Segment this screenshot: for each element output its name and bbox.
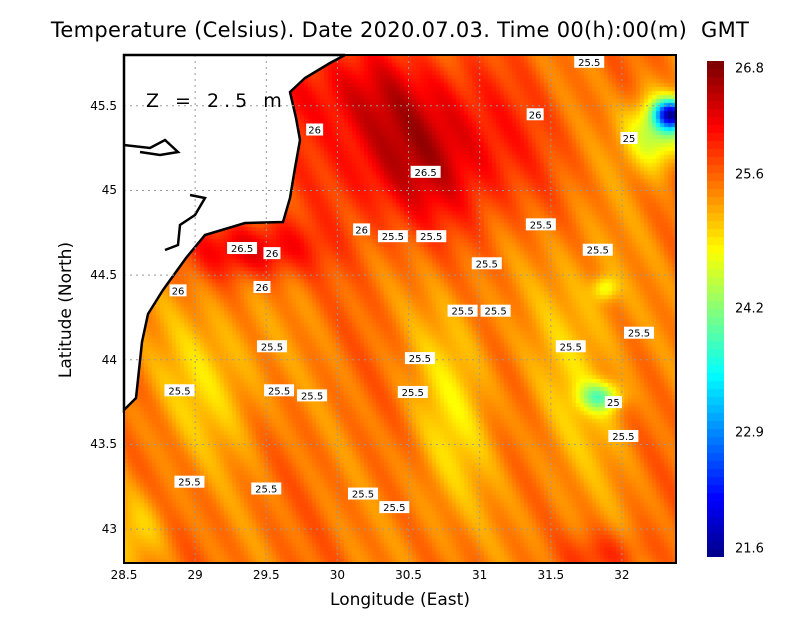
contour-label: 25.5 <box>451 307 473 318</box>
contour-label-box <box>555 340 586 353</box>
contour-label-box <box>256 340 287 353</box>
contour-label: 25.5 <box>587 246 609 257</box>
contour-label-box <box>253 280 271 293</box>
x-axis-label: Longitude (East) <box>330 590 470 610</box>
contour-label-box <box>410 165 441 178</box>
contour-label-box <box>526 108 544 121</box>
colorbar-tick-label: 24.2 <box>735 301 764 317</box>
contour-label-box <box>480 304 511 317</box>
contour-label: 25.5 <box>261 342 283 353</box>
x-tick-label: 30 <box>329 568 346 582</box>
contour-label: 25.5 <box>383 503 405 514</box>
depth-annotation: Z = 2.5 m <box>146 90 287 112</box>
contour-label-box <box>624 326 655 339</box>
contour-label-box <box>264 384 295 397</box>
contour-label: 25.5 <box>420 232 442 243</box>
contour-label: 25.5 <box>382 232 404 243</box>
contour-label-box <box>263 247 281 260</box>
contour-label: 25.5 <box>530 220 552 231</box>
contour-label: 25 <box>623 134 636 145</box>
contour-label-box <box>471 257 502 270</box>
contour-label-box <box>416 230 447 243</box>
plot-frame <box>123 54 677 564</box>
contour-label-box <box>608 430 639 442</box>
contour-label: 25.5 <box>352 490 374 501</box>
land-mass <box>122 53 346 414</box>
contour-label-box <box>582 243 613 256</box>
contour-label-box <box>397 385 428 398</box>
contour-label: 25 <box>607 398 620 409</box>
contour-label-box <box>348 487 379 500</box>
contour-label: 26.5 <box>231 244 253 255</box>
contour-label: 25.5 <box>409 354 431 365</box>
contour-label: 25.5 <box>268 386 290 397</box>
contour-label: 26 <box>529 110 542 121</box>
contour-label-box <box>574 55 605 68</box>
contour-label: 25.5 <box>255 484 277 495</box>
contour-label-box <box>620 131 638 144</box>
x-tick-label: 31 <box>472 568 488 582</box>
colorbar-tick-label: 22.9 <box>735 425 764 441</box>
x-tick-label: 28.5 <box>110 568 138 582</box>
contour-label-box <box>604 396 622 409</box>
contour-label: 26 <box>172 286 185 297</box>
x-tick-label: 31.5 <box>537 568 565 582</box>
colorbar-tick-label: 25.6 <box>735 167 764 183</box>
contour-label-box <box>174 475 205 488</box>
contour-labels: 25.5 26 25 26 26.5 26 25.5 25.5 25.5 26.5 26 25.5 25… <box>164 55 655 514</box>
contour-label-box <box>353 223 371 236</box>
x-tick-label: 29.5 <box>252 568 280 582</box>
chart-title: Temperature (Celsius). Date 2020.07.03. … <box>50 18 750 42</box>
contour-label: 25.5 <box>484 307 506 318</box>
contour-label-box <box>404 352 435 365</box>
contour-label: 25.5 <box>560 342 582 353</box>
contour-label-box <box>379 501 410 514</box>
y-tick-label: 43.5 <box>90 437 117 452</box>
contour-label: 25.5 <box>402 388 424 399</box>
x-tick-label: 29 <box>187 568 203 582</box>
contour-label-box <box>306 123 324 136</box>
contour-label-box <box>227 242 258 255</box>
contour-label-box <box>251 482 282 495</box>
coastline-detail <box>123 138 207 252</box>
y-tick-label: 44 <box>101 352 117 367</box>
x-tick-label: 30.5 <box>395 568 422 582</box>
contour-label: 25.5 <box>628 329 650 340</box>
colorbar-tick-label: 26.8 <box>735 61 764 77</box>
y-tick-label: 43 <box>101 522 117 537</box>
contour-label: 26 <box>256 283 269 294</box>
contour-label: 25.5 <box>168 386 190 397</box>
contour-label-box <box>525 218 556 231</box>
contour-label-box <box>169 284 187 297</box>
y-tick-label: 45.5 <box>90 98 117 113</box>
colorbar <box>707 61 724 557</box>
contour-label: 25.5 <box>301 391 323 402</box>
contour-label: 25.5 <box>578 58 600 69</box>
contour-label: 25.5 <box>476 259 498 270</box>
contour-label: 25.5 <box>178 478 200 489</box>
contour-label: 26 <box>355 225 368 236</box>
contour-label: 26.5 <box>414 168 436 179</box>
contour-label: 25.5 <box>612 432 634 443</box>
y-tick-label: 44.5 <box>90 268 117 283</box>
contour-label: 26 <box>266 249 279 260</box>
colorbar-tick-label: 21.6 <box>735 541 764 557</box>
contour-label: 26 <box>308 126 321 137</box>
y-tick-label: 45 <box>101 183 117 198</box>
contour-label-box <box>297 389 328 402</box>
contour-label-box <box>164 384 195 397</box>
contour-label-box <box>377 230 408 243</box>
y-axis-label: Latitude (North) <box>56 241 76 379</box>
x-tick-label: 32 <box>614 568 630 582</box>
contour-label-box <box>447 304 478 317</box>
